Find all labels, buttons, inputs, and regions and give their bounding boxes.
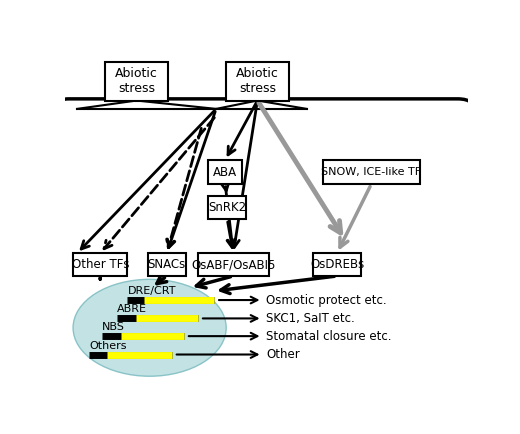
Text: DRE/CRT: DRE/CRT [127,286,176,296]
FancyBboxPatch shape [208,197,246,219]
FancyBboxPatch shape [208,160,242,184]
Text: Stomatal closure etc.: Stomatal closure etc. [267,330,392,342]
Text: Abiotic
stress: Abiotic stress [236,67,279,95]
Text: SNOW, ICE-like TF: SNOW, ICE-like TF [321,167,421,177]
Text: Other TFs: Other TFs [72,258,129,271]
FancyBboxPatch shape [323,160,420,184]
Text: Others: Others [89,341,127,351]
FancyBboxPatch shape [73,253,127,276]
Ellipse shape [73,279,226,376]
FancyBboxPatch shape [313,253,361,276]
Text: ABA: ABA [213,165,237,178]
FancyBboxPatch shape [226,62,289,101]
Text: SKC1, SaIT etc.: SKC1, SaIT etc. [267,312,355,325]
Text: OsABF/OsABI5: OsABF/OsABI5 [191,258,276,271]
Text: NBS: NBS [102,322,125,332]
Text: Abiotic
stress: Abiotic stress [115,67,158,95]
Text: SNACs: SNACs [148,258,186,271]
FancyBboxPatch shape [198,253,268,276]
FancyBboxPatch shape [51,99,476,393]
FancyBboxPatch shape [106,62,168,101]
Text: Other: Other [267,348,300,361]
Text: SnRK2: SnRK2 [208,201,246,214]
FancyBboxPatch shape [148,253,186,276]
Text: ABRE: ABRE [118,304,147,314]
Text: Osmotic protect etc.: Osmotic protect etc. [267,293,387,306]
Text: OsDREBs: OsDREBs [310,258,364,271]
